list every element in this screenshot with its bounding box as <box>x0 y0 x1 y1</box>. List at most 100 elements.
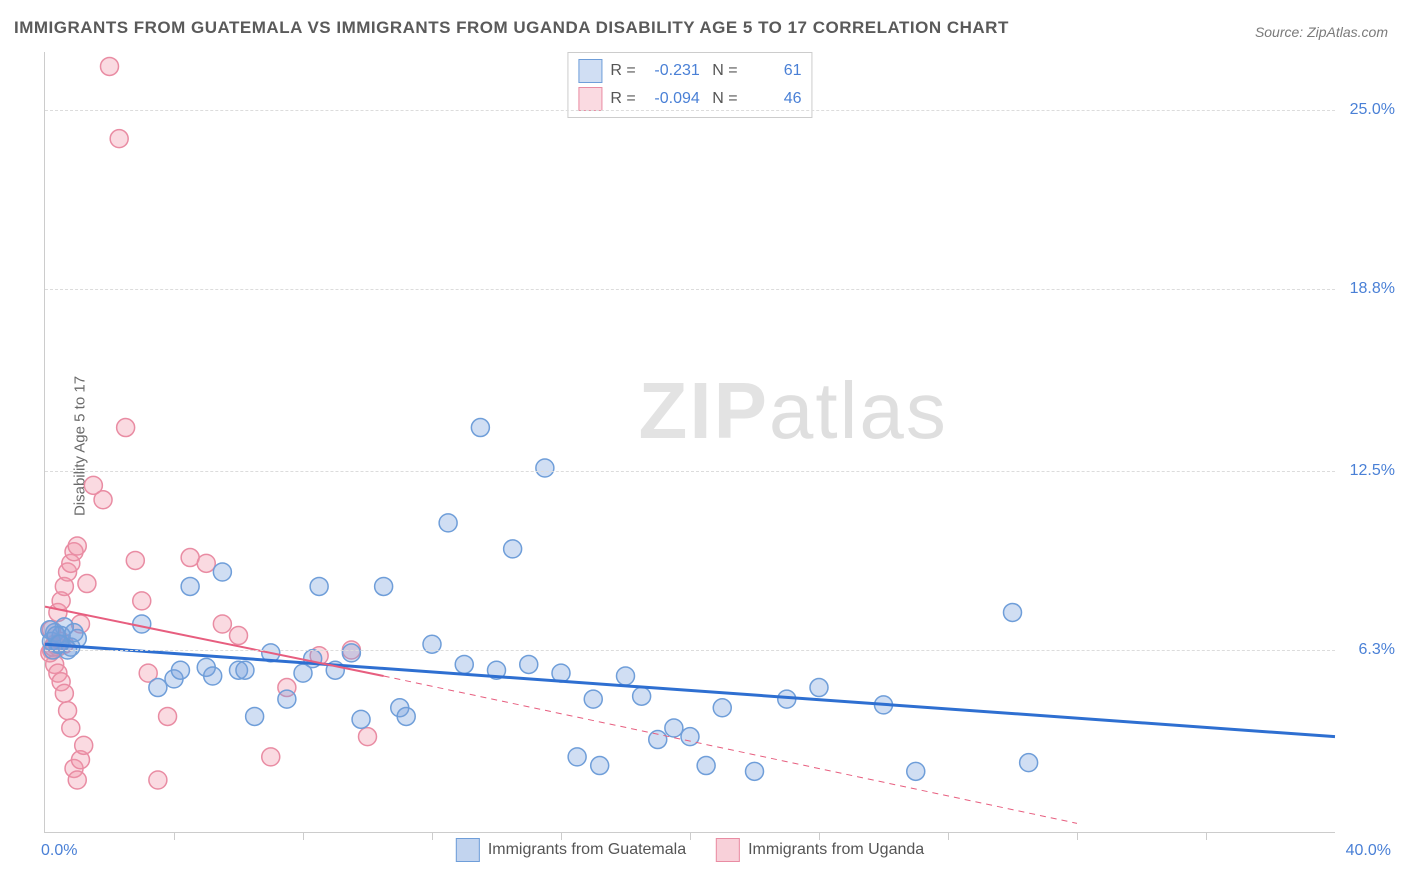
scatter-point <box>246 707 264 725</box>
scatter-point <box>110 130 128 148</box>
scatter-point <box>584 690 602 708</box>
grid-line <box>45 110 1335 111</box>
chart-plot-area: ZIPatlas R = -0.231 N = 61 R = -0.094 N … <box>44 52 1335 833</box>
x-tick <box>690 832 691 840</box>
scatter-point <box>126 551 144 569</box>
grid-line <box>45 650 1335 651</box>
x-tick <box>174 832 175 840</box>
scatter-point <box>181 549 199 567</box>
legend-swatch-uganda <box>716 838 740 862</box>
legend-r-value-0: -0.231 <box>644 62 700 80</box>
scatter-point <box>455 655 473 673</box>
scatter-point <box>439 514 457 532</box>
y-tick-label: 6.3% <box>1359 641 1395 659</box>
scatter-point <box>59 702 77 720</box>
scatter-point <box>591 757 609 775</box>
scatter-point <box>520 655 538 673</box>
scatter-point <box>68 537 86 555</box>
scatter-point <box>117 419 135 437</box>
legend-swatch-guatemala <box>456 838 480 862</box>
legend-row-guatemala: R = -0.231 N = 61 <box>578 57 801 85</box>
scatter-point <box>375 577 393 595</box>
scatter-point <box>171 661 189 679</box>
scatter-point <box>213 563 231 581</box>
scatter-point <box>359 728 377 746</box>
legend-r-label: R = <box>610 62 635 80</box>
scatter-point <box>94 491 112 509</box>
x-tick <box>948 832 949 840</box>
legend-r-label: R = <box>610 90 635 108</box>
legend-label-uganda: Immigrants from Uganda <box>748 841 924 859</box>
legend-n-value-1: 46 <box>746 90 802 108</box>
scatter-point <box>504 540 522 558</box>
scatter-point <box>230 627 248 645</box>
x-axis-max-label: 40.0% <box>1346 842 1391 860</box>
legend-item-guatemala: Immigrants from Guatemala <box>456 838 686 862</box>
scatter-point <box>536 459 554 477</box>
scatter-point <box>133 592 151 610</box>
y-tick-label: 25.0% <box>1350 101 1395 119</box>
scatter-point <box>1004 603 1022 621</box>
scatter-point <box>236 661 254 679</box>
regression-extrapolation <box>384 676 1077 823</box>
legend-n-label: N = <box>708 90 738 108</box>
scatter-point <box>55 684 73 702</box>
scatter-point <box>197 554 215 572</box>
x-tick <box>432 832 433 840</box>
scatter-point <box>101 57 119 75</box>
scatter-point <box>78 575 96 593</box>
scatter-point <box>681 728 699 746</box>
scatter-point <box>697 757 715 775</box>
source-attribution: Source: ZipAtlas.com <box>1255 24 1388 40</box>
scatter-point <box>342 644 360 662</box>
grid-line <box>45 289 1335 290</box>
scatter-point <box>133 615 151 633</box>
scatter-point <box>633 687 651 705</box>
scatter-point <box>75 736 93 754</box>
scatter-point <box>568 748 586 766</box>
grid-line <box>45 471 1335 472</box>
scatter-point <box>278 690 296 708</box>
series-legend: Immigrants from Guatemala Immigrants fro… <box>456 838 924 862</box>
scatter-point <box>181 577 199 595</box>
scatter-point <box>310 577 328 595</box>
y-tick-label: 12.5% <box>1350 462 1395 480</box>
regression-line <box>45 644 1335 736</box>
scatter-point <box>65 624 83 642</box>
scatter-svg <box>45 52 1335 832</box>
scatter-point <box>397 707 415 725</box>
legend-n-value-0: 61 <box>746 62 802 80</box>
swatch-uganda <box>578 87 602 111</box>
scatter-point <box>907 762 925 780</box>
scatter-point <box>62 719 80 737</box>
scatter-point <box>617 667 635 685</box>
x-axis-min-label: 0.0% <box>41 842 77 860</box>
scatter-point <box>665 719 683 737</box>
scatter-point <box>149 679 167 697</box>
legend-r-value-1: -0.094 <box>644 90 700 108</box>
scatter-point <box>649 731 667 749</box>
x-tick <box>303 832 304 840</box>
scatter-point <box>810 679 828 697</box>
swatch-guatemala <box>578 59 602 83</box>
y-tick-label: 18.8% <box>1350 280 1395 298</box>
scatter-point <box>713 699 731 717</box>
scatter-point <box>471 419 489 437</box>
scatter-point <box>159 707 177 725</box>
chart-title: IMMIGRANTS FROM GUATEMALA VS IMMIGRANTS … <box>14 18 1009 38</box>
x-tick <box>1206 832 1207 840</box>
scatter-point <box>352 710 370 728</box>
legend-label-guatemala: Immigrants from Guatemala <box>488 841 686 859</box>
x-tick <box>561 832 562 840</box>
scatter-point <box>204 667 222 685</box>
scatter-point <box>68 771 86 789</box>
legend-n-label: N = <box>708 62 738 80</box>
x-tick <box>1077 832 1078 840</box>
x-tick <box>819 832 820 840</box>
scatter-point <box>213 615 231 633</box>
correlation-legend: R = -0.231 N = 61 R = -0.094 N = 46 <box>567 52 812 118</box>
legend-item-uganda: Immigrants from Uganda <box>716 838 924 862</box>
scatter-point <box>746 762 764 780</box>
scatter-point <box>1020 754 1038 772</box>
scatter-point <box>149 771 167 789</box>
